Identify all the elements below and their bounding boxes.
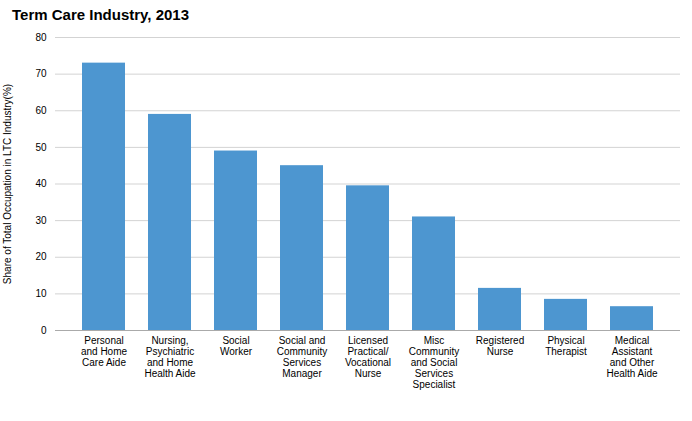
- svg-text:20: 20: [35, 251, 47, 262]
- svg-text:60: 60: [35, 105, 47, 116]
- svg-text:0: 0: [41, 325, 47, 336]
- svg-text:Nursing,Psychiatricand HomeHea: Nursing,Psychiatricand HomeHealth Aide: [144, 335, 196, 379]
- svg-text:PhysicalTherapist: PhysicalTherapist: [545, 335, 587, 357]
- svg-text:10: 10: [35, 288, 47, 299]
- svg-text:Social andCommunityServicesMan: Social andCommunityServicesManager: [277, 335, 328, 379]
- svg-text:50: 50: [35, 142, 47, 153]
- html-text:Term Care Industry, 2013: Term Care Industry, 2013: [12, 6, 189, 23]
- svg-text:70: 70: [35, 68, 47, 79]
- svg-text:30: 30: [35, 215, 47, 226]
- svg-text:Personaland HomeCare Aide: Personaland HomeCare Aide: [81, 335, 128, 368]
- svg-text:40: 40: [35, 178, 47, 189]
- svg-text:LicensedPractical/VocationalNu: LicensedPractical/VocationalNurse: [345, 335, 391, 379]
- svg-text:RegisteredNurse: RegisteredNurse: [476, 335, 524, 357]
- svg-text:80: 80: [35, 32, 47, 43]
- svg-text:SocialWorker: SocialWorker: [220, 335, 253, 357]
- svg-text:MedicalAssistantand OtherHealt: MedicalAssistantand OtherHealth Aide: [606, 335, 658, 379]
- svg-text:Share of Total Occupation in L: Share of Total Occupation in LTC Industr…: [2, 84, 13, 284]
- svg-text:MiscCommunityand SocialService: MiscCommunityand SocialServicesSpecialis…: [409, 335, 460, 390]
